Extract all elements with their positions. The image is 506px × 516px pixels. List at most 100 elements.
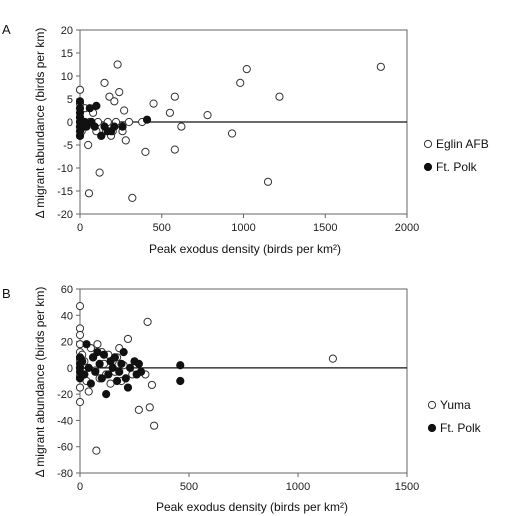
panel-a-series-1-point [97,131,106,140]
panel-b-series-0-point [150,421,159,430]
panel-a-y-tick-label: 10 [61,71,73,83]
panel-a-x-tick-label: 1500 [313,222,337,234]
panel-a-series-0-point [113,60,122,69]
panel-b-legend-marker-polk [427,423,437,433]
panel-a-series-0-point [263,177,273,186]
panel-a-series-1-point [90,122,99,131]
panel-b-y-axis-title: Δ migrant abundance (birds per km) [33,287,47,478]
panel-b-series-1-point [97,374,106,383]
panel-b: B Δ migrant abundance (birds per km) Pea… [2,284,482,514]
panel-b-series-1-point [112,376,122,386]
panel-b-series-1-point [82,340,91,349]
panel-b-y-tick-label: -60 [57,442,73,454]
panel-a-x-axis-title: Peak exodus density (birds per km²) [149,242,341,256]
panel-b-series-0-point [123,334,133,344]
panel-b-series-1-point [80,370,89,379]
panel-b-series-1-point [123,383,133,392]
panel-b-series-1-point [78,357,87,366]
panel-a-legend-marker-eglin [423,139,433,149]
panel-b-series-1-point [102,390,111,399]
panel-a-y-tick-label: -15 [57,186,73,198]
panel-a-series-0-point [170,92,179,101]
panel-b-series-0-point [75,397,85,407]
panel-b-legend: Yuma Ft. Polk [427,398,482,435]
panel-a-series-1-point [118,122,127,131]
panel-b-legend-label-yuma: Yuma [440,398,471,412]
panel-a-series-1-point [75,131,85,140]
panel-a: A Δ migrant abundance (birds per km) Pea… [2,22,489,256]
panel-b-y-tick-label: -40 [57,415,73,427]
panel-b-series-0-point [134,405,143,415]
panel-b-x-axis-title: Peak exodus density (birds per km²) [156,500,348,514]
panel-a-series-0-point [84,189,94,198]
panel-a-series-0-point [376,62,385,71]
panel-b-y-tick-label: 20 [61,337,73,349]
panel-b-series-0-point [93,340,102,349]
panel-a-series-0-point [275,92,284,101]
panel-b-y-tick-label: 40 [61,310,73,322]
panel-b-series-1-point [176,376,185,386]
panel-a-series-1-point [110,122,119,131]
panel-a-series-0-point [75,85,85,94]
panel-b-series-0-point [75,301,85,311]
panel-b-series-1-point [86,379,96,388]
panel-b-y-tick-label: -20 [57,389,73,401]
panel-b-series-1-point [126,363,135,372]
panel-b-y-tick-label: -80 [57,468,73,480]
panel-a-series-0-point [236,78,245,88]
panel-b-series-1-point [99,350,109,359]
panel-a-series-0-point [141,147,150,156]
panel-b-series-1-point [115,367,124,376]
panel-a-legend: Eglin AFB Ft. Polk [423,137,489,174]
panel-a-series-0-point [242,65,251,74]
panel-a-series-0-point [170,145,179,154]
panel-a-series-0-point [124,117,134,127]
panel-a-legend-label-polk: Ft. Polk [436,160,478,174]
panel-b-legend-label-polk: Ft. Polk [440,421,482,435]
panel-a-y-axis-title: Δ migrant abundance (birds per km) [33,28,47,219]
panel-a-x-tick-label: 2000 [395,222,419,234]
panel-a-series-0-point [115,88,124,97]
panel-b-legend-marker-yuma [427,400,437,410]
panel-a-y-tick-label: -10 [57,163,73,175]
panel-a-series-0-point [84,140,93,150]
panel-b-series-0-point [84,387,93,396]
panel-b-x-tick-label: 0 [77,481,83,493]
panel-a-x-tick-label: 500 [153,222,171,234]
panel-b-series-1-point [95,359,104,369]
panel-b-series-0-point [92,446,101,455]
panel-a-series-0-point [227,129,237,138]
panel-a-series-0-point [95,168,104,177]
panel-a-y-tick-label: 5 [67,94,73,106]
panel-b-series-1-point [117,359,126,369]
panel-b-series-0-point [143,317,152,326]
panel-b-series-1-point [136,367,146,376]
panel-a-y-tick-label: 20 [61,25,73,37]
panel-b-y-tick-label: 60 [61,284,73,296]
panel-a-legend-label-eglin: Eglin AFB [436,137,489,151]
panel-a-x-tick-label: 0 [77,222,83,234]
panel-b-series-1-point [134,359,143,369]
panel-b-series-1-point [119,347,128,357]
panel-a-series-1-point [82,122,91,131]
panel-a-series-1-point [142,115,152,124]
panel-b-y-tick-label: 0 [67,363,73,375]
panel-a-x-tick-label: 1000 [231,222,255,234]
panel-a-y-tick-label: 0 [67,117,73,129]
panel-a-series-0-point [120,106,129,115]
panel-b-series-1-point [88,353,98,362]
panel-b-series-1-point [121,374,130,383]
panel-a-series-0-point [100,78,109,88]
panel-b-letter: B [2,286,11,301]
panel-b-x-tick-label: 1000 [286,481,310,493]
panel-b-series-1-point [108,363,117,372]
panel-a-legend-marker-polk [423,162,433,172]
panel-a-series-0-point [149,99,158,108]
panel-a-letter: A [2,22,11,37]
panel-a-series-0-point [203,111,212,120]
panel-a-series-0-point [177,122,186,131]
panel-b-plot-frame [79,288,408,474]
panel-b-series-1-point [176,361,185,370]
panel-a-y-tick-label: -5 [63,140,73,152]
